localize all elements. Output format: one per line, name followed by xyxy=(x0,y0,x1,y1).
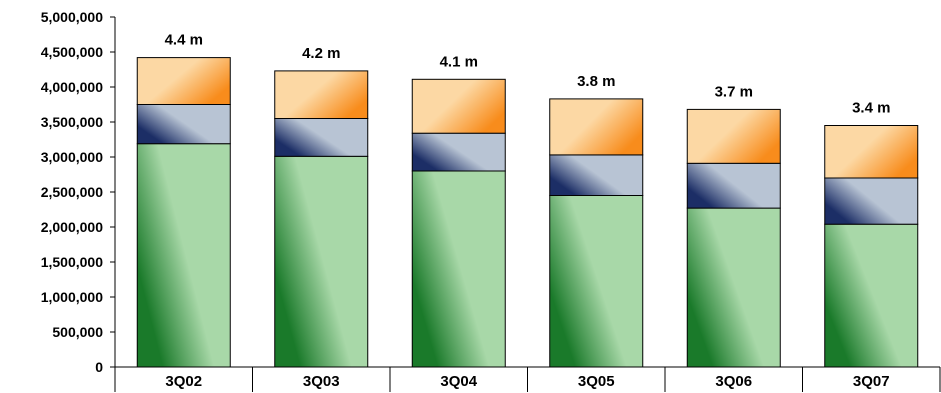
y-tick-label: 5,000,000 xyxy=(41,9,103,25)
total-label-3Q05: 3.8 m xyxy=(577,73,615,90)
labels: 4.4 m 3Q02 4.2 m 3Q03 4.1 m 3Q04 3.8 m 3Q05 3.7 … xyxy=(41,9,891,390)
bar-segment-3Q04-series-2 xyxy=(411,78,506,134)
bar-segment-3Q07-series-2 xyxy=(824,125,919,179)
x-tick-label-3Q05: 3Q05 xyxy=(578,373,615,390)
total-label-3Q02: 4.4 m xyxy=(165,32,203,49)
bar-segment-3Q06-series-2 xyxy=(686,108,781,164)
bar-segment-3Q03-series-0 xyxy=(274,155,369,368)
bar-segment-3Q03-series-2 xyxy=(274,70,369,119)
bars xyxy=(136,57,919,368)
y-tick-label: 3,500,000 xyxy=(41,114,103,130)
y-tick-label: 500,000 xyxy=(52,324,103,340)
bar-segment-3Q04-series-1 xyxy=(411,132,506,172)
x-tick-label-3Q07: 3Q07 xyxy=(853,373,890,390)
y-tick-label: 0 xyxy=(95,359,103,375)
y-tick-label: 3,000,000 xyxy=(41,149,103,165)
total-label-3Q06: 3.7 m xyxy=(715,83,753,100)
axes xyxy=(110,16,941,392)
y-tick-label: 4,000,000 xyxy=(41,79,103,95)
bar-segment-3Q03-series-1 xyxy=(274,118,369,157)
x-tick-label-3Q06: 3Q06 xyxy=(715,373,752,390)
total-label-3Q04: 4.1 m xyxy=(440,53,478,70)
y-tick-label: 2,000,000 xyxy=(41,219,103,235)
bar-segment-3Q02-series-0 xyxy=(136,143,231,368)
bar-segment-3Q07-series-0 xyxy=(824,223,919,368)
x-tick-label-3Q03: 3Q03 xyxy=(303,373,340,390)
bar-segment-3Q05-series-0 xyxy=(549,195,644,368)
bar-segment-3Q05-series-2 xyxy=(549,98,644,156)
x-tick-label-3Q02: 3Q02 xyxy=(165,373,202,390)
bar-segment-3Q02-series-2 xyxy=(136,57,231,105)
y-tick-label: 1,000,000 xyxy=(41,289,103,305)
bar-segment-3Q02-series-1 xyxy=(136,104,231,145)
bar-segment-3Q05-series-1 xyxy=(549,154,644,196)
bar-segment-3Q07-series-1 xyxy=(824,177,919,225)
bar-segment-3Q06-series-0 xyxy=(686,207,781,368)
bar-segment-3Q06-series-1 xyxy=(686,162,781,209)
y-tick-label: 4,500,000 xyxy=(41,44,103,60)
total-label-3Q03: 4.2 m xyxy=(302,45,340,62)
y-tick-label: 1,500,000 xyxy=(41,254,103,270)
total-label-3Q07: 3.4 m xyxy=(852,100,890,117)
y-tick-label: 2,500,000 xyxy=(41,184,103,200)
x-tick-label-3Q04: 3Q04 xyxy=(440,373,477,390)
bar-segment-3Q04-series-0 xyxy=(411,170,506,368)
